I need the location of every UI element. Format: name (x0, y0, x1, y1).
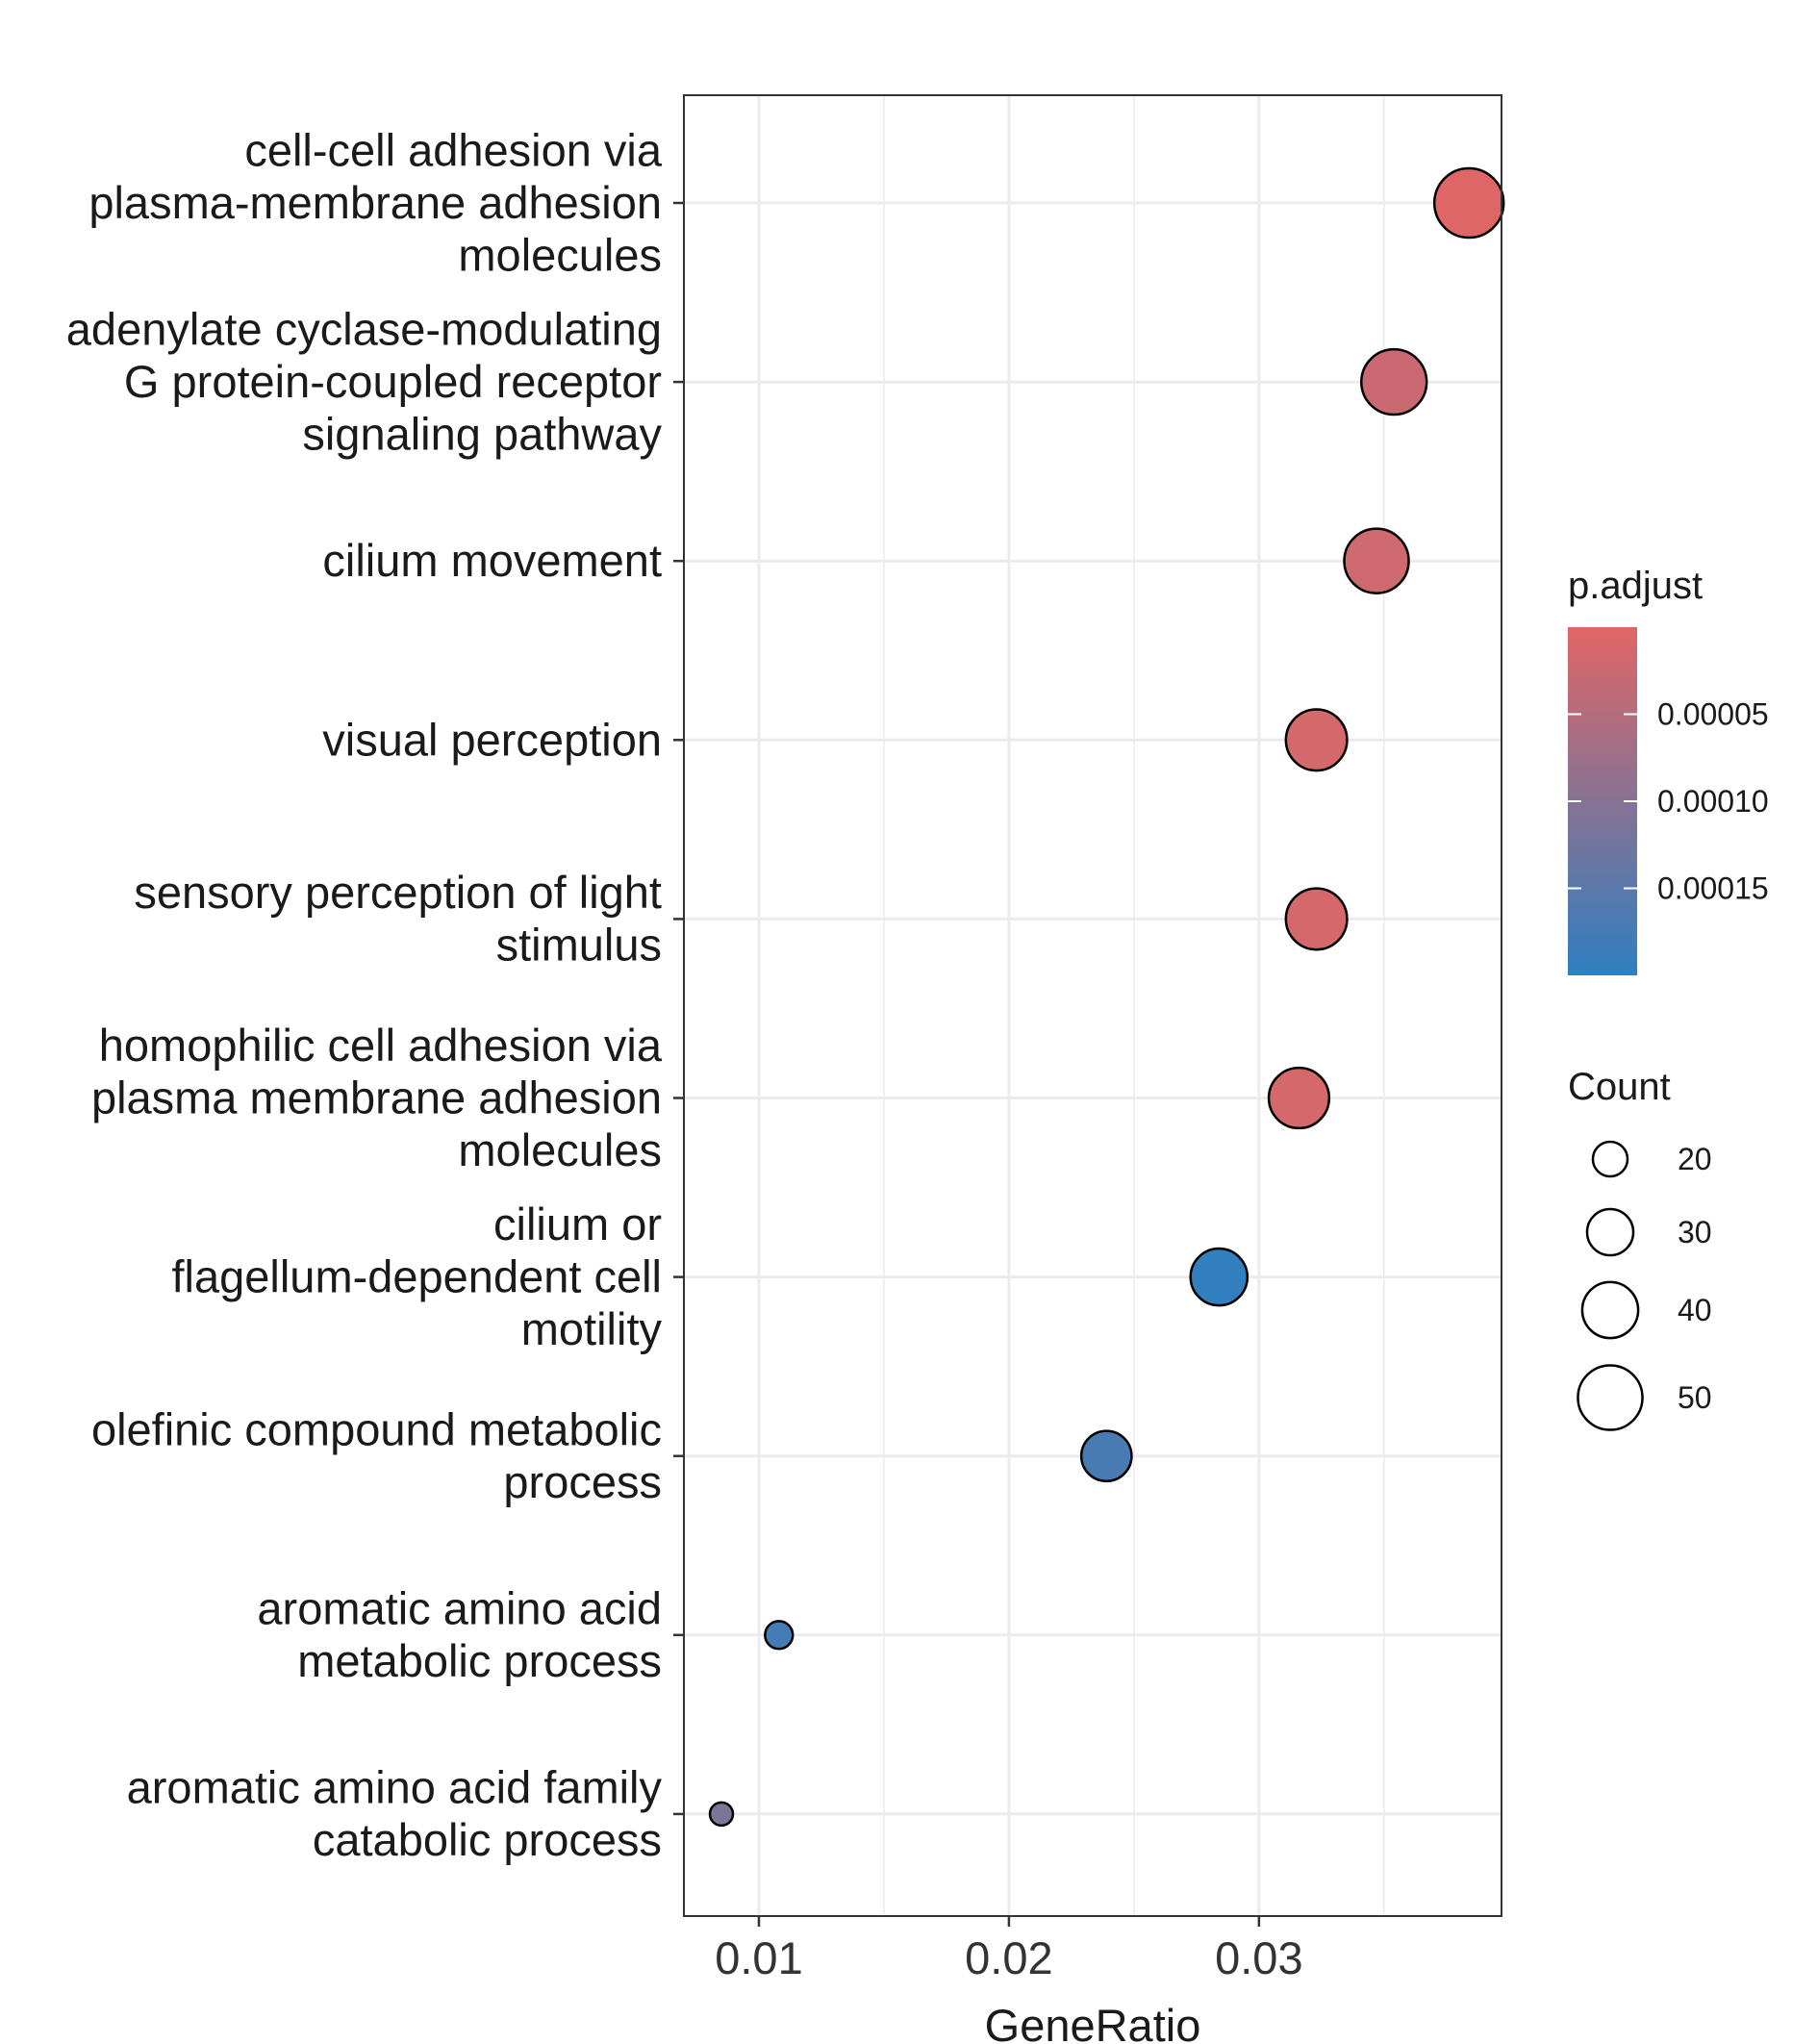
size-legend-key (1580, 1280, 1640, 1340)
count-legend: Count 20 30 40 50 (1568, 1066, 1712, 1431)
data-point (1189, 1247, 1249, 1307)
y-tick-label: catabolic process (313, 1814, 662, 1865)
data-point (1284, 887, 1349, 951)
size-legend-key (1577, 1364, 1644, 1431)
size-legend-label: 40 (1678, 1293, 1712, 1327)
p-adjust-legend: p.adjust 0.00005 0.00010 0.00015 (1568, 565, 1769, 975)
y-tick-label: visual perception (322, 714, 662, 765)
y-tick-label: G protein-coupled receptor (124, 356, 662, 407)
data-points (708, 166, 1505, 1828)
colorbar-tick-label: 0.00010 (1657, 784, 1769, 819)
y-tick-label: metabolic process (297, 1635, 662, 1686)
data-point (764, 1620, 795, 1651)
y-tick-label: plasma membrane adhesion (91, 1072, 662, 1123)
y-tick-label: plasma-membrane adhesion (88, 177, 662, 228)
y-tick-label: cell-cell adhesion via (244, 125, 663, 176)
y-tick-label: olefinic compound metabolic (91, 1403, 662, 1454)
count-legend-title: Count (1568, 1066, 1671, 1108)
y-tick-label: cilium or (493, 1199, 662, 1249)
size-legend-key (1585, 1207, 1635, 1257)
y-tick-label: homophilic cell adhesion via (99, 1020, 663, 1071)
y-tick-label: molecules (458, 1124, 662, 1175)
y-tick-label: motility (521, 1303, 663, 1354)
data-point (1360, 347, 1428, 416)
data-point (1343, 527, 1410, 594)
p-adjust-legend-title: p.adjust (1568, 565, 1703, 607)
size-legend-label: 50 (1678, 1380, 1712, 1415)
y-tick-label: cilium movement (322, 535, 662, 586)
data-point (1267, 1066, 1331, 1130)
data-point (1284, 708, 1349, 772)
size-legend-key (1591, 1140, 1629, 1178)
y-tick-label: aromatic amino acid family (127, 1762, 663, 1813)
colorbar-tick-label: 0.00015 (1657, 871, 1769, 906)
y-tick-label: aromatic amino acid (257, 1583, 662, 1634)
x-tick-label: 0.03 (1215, 1932, 1302, 1983)
x-tick-label: 0.02 (965, 1932, 1052, 1983)
data-point (1079, 1429, 1133, 1483)
colorbar-tick-label: 0.00005 (1657, 697, 1769, 732)
y-tick-label: sensory perception of light (134, 867, 662, 918)
plot-panel-border (683, 94, 1502, 1917)
x-axis: 0.01 0.02 0.03 (715, 1916, 1303, 1983)
y-tick-label: adenylate cyclase-modulating (66, 304, 662, 355)
x-axis-title: GeneRatio (985, 2000, 1201, 2044)
x-tick-label: 0.01 (715, 1932, 802, 1983)
data-point (1432, 166, 1505, 240)
y-tick-label: process (503, 1456, 662, 1507)
y-tick-label: stimulus (496, 920, 662, 971)
size-legend-label: 30 (1678, 1215, 1712, 1249)
y-tick-label: signaling pathway (302, 409, 662, 460)
y-tick-label: molecules (458, 230, 662, 281)
data-point (708, 1801, 735, 1828)
y-tick-label: flagellum-dependent cell (172, 1251, 663, 1302)
size-legend-label: 20 (1678, 1142, 1712, 1176)
